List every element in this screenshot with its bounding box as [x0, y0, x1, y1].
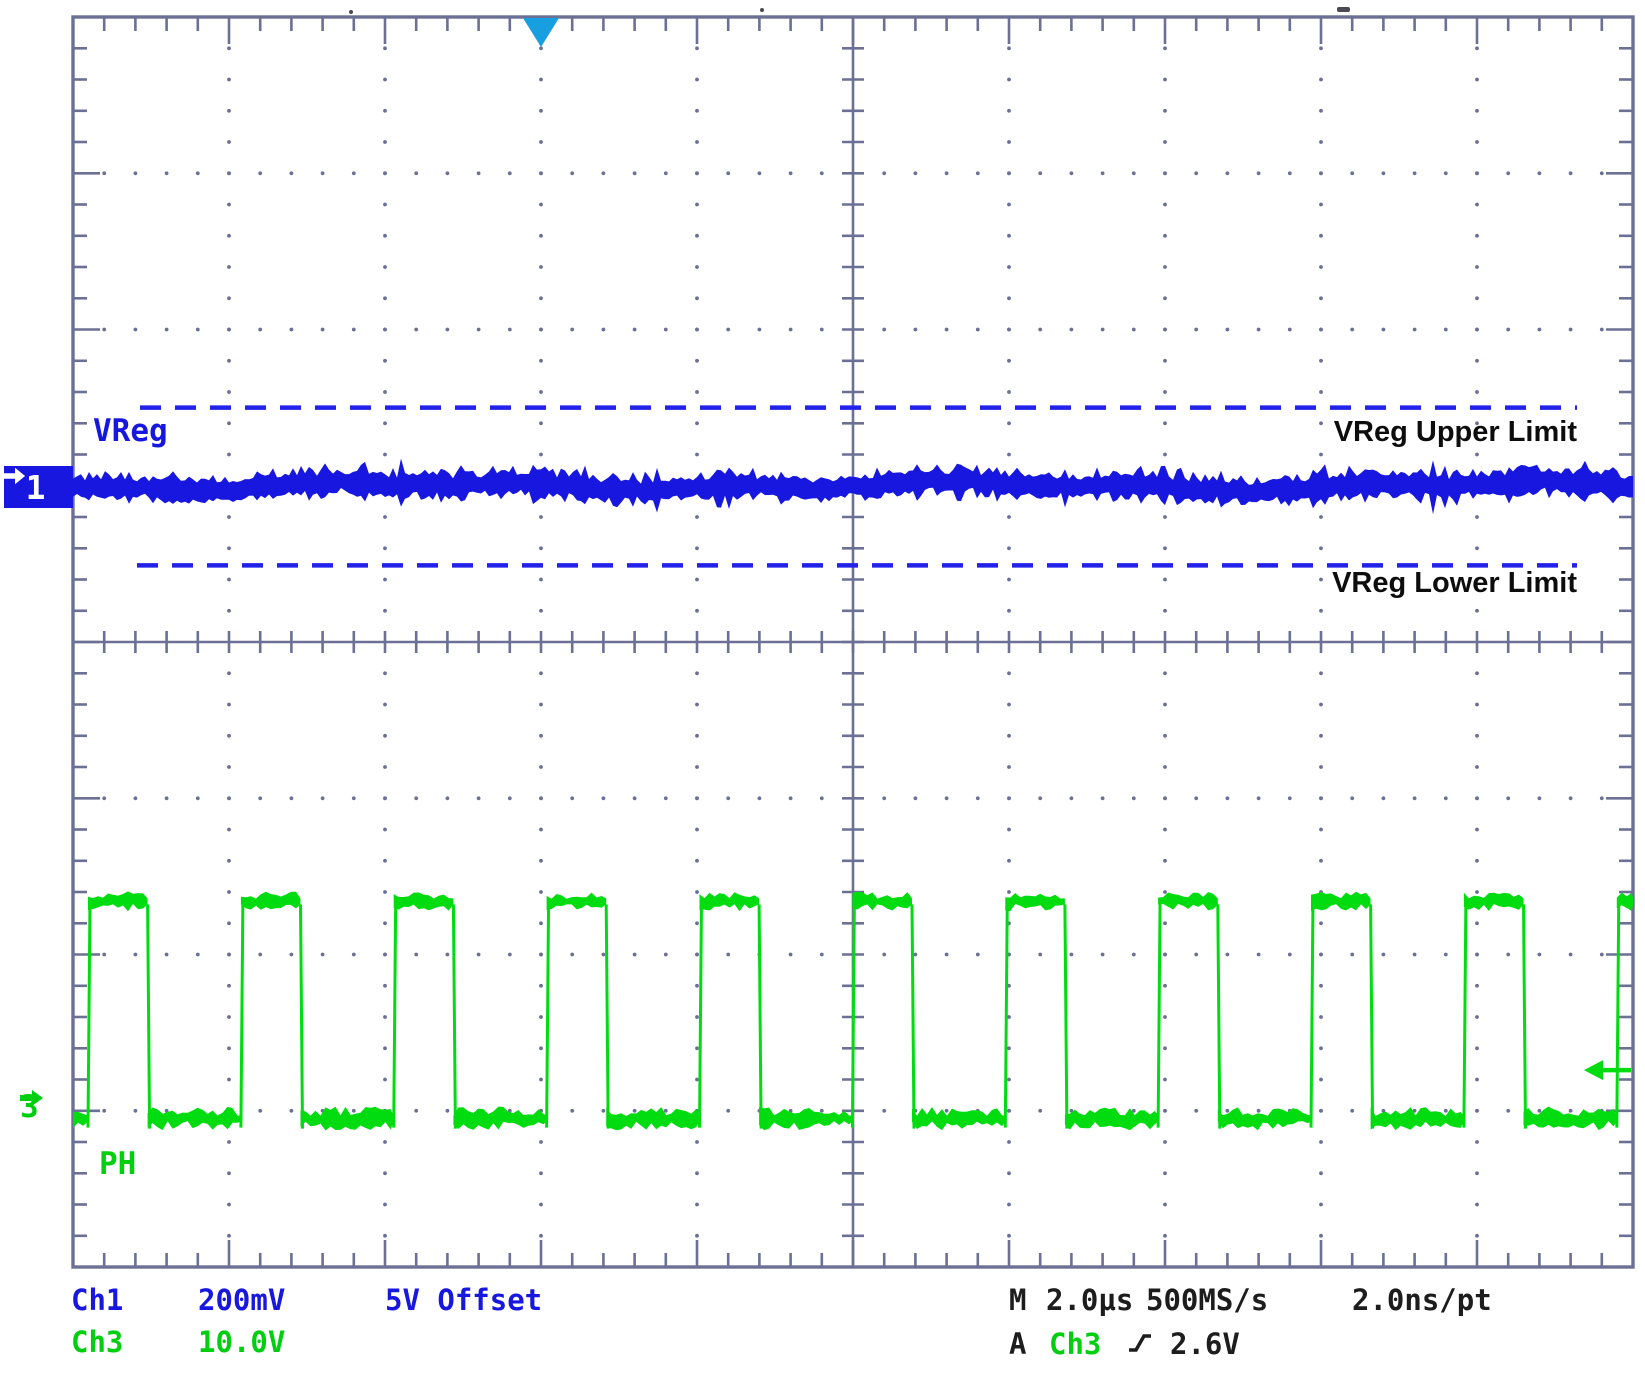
ch1-offset: 5V Offset — [385, 1283, 543, 1317]
time-resolution: 2.0ns/pt — [1352, 1283, 1492, 1317]
ch1-scale: 200mV — [198, 1283, 286, 1317]
ph-trace-edges — [86, 898, 1621, 1129]
ch3-scale: 10.0V — [198, 1325, 286, 1359]
ch3-reference-marker[interactable]: 3 — [20, 1089, 45, 1125]
sample-rate: 500MS/s — [1146, 1283, 1269, 1317]
timebase-value: 2.0µs — [1046, 1283, 1134, 1317]
trigger-source: Ch3 — [1049, 1327, 1102, 1361]
graticule-border — [71, 15, 1635, 1269]
ch1-reference-marker[interactable]: 1 — [4, 466, 73, 508]
trigger-position-marker[interactable] — [523, 18, 559, 47]
trigger-level-arrow[interactable] — [1584, 1060, 1631, 1081]
vreg-trace-label: VReg — [93, 413, 168, 449]
vreg-upper-limit-label: VReg Upper Limit — [1333, 416, 1577, 448]
graticule-ticks — [73, 17, 1633, 1267]
vreg-trace — [73, 458, 1633, 515]
ch3-label: Ch3 — [71, 1325, 124, 1359]
trigger-prefix: A — [1009, 1327, 1027, 1361]
photo-artifact-marks — [349, 7, 1350, 14]
graticule-dots — [102, 46, 1604, 1238]
timebase-prefix: M — [1009, 1283, 1027, 1317]
ch1-marker-number: 1 — [25, 467, 46, 507]
vreg-lower-limit-label: VReg Lower Limit — [1332, 567, 1577, 599]
ph-trace-label: PH — [99, 1146, 137, 1182]
trigger-level: 2.6V — [1170, 1327, 1240, 1361]
ch1-label: Ch1 — [71, 1283, 124, 1317]
